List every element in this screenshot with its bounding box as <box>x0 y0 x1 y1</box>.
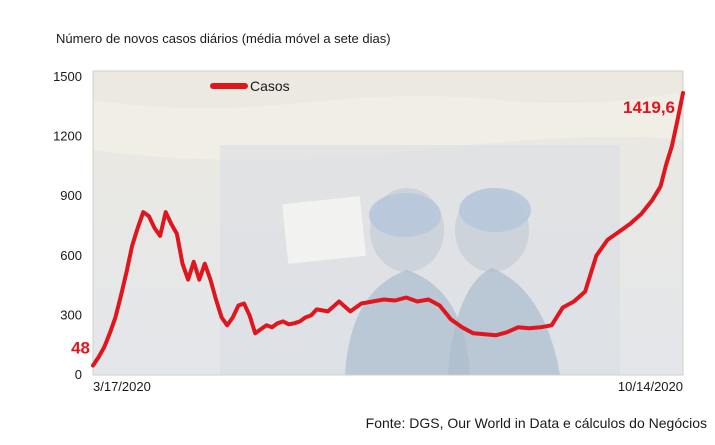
source-note: Fonte: DGS, Our World in Data e cálculos… <box>365 415 707 431</box>
data-label: 48 <box>71 338 90 357</box>
annotations: 48 1419,6 <box>71 98 675 357</box>
series-layer <box>91 91 685 368</box>
x-axis: 3/17/2020 10/14/2020 <box>93 379 683 394</box>
plot-frame <box>92 70 684 376</box>
x-tick-label: 10/14/2020 <box>618 379 683 394</box>
y-tick-label: 0 <box>75 367 82 382</box>
y-tick-label: 1500 <box>53 69 82 84</box>
legend: Casos <box>210 78 290 94</box>
x-tick-label: 3/17/2020 <box>93 379 151 394</box>
y-axis: 0 300 600 900 1200 1500 <box>53 69 82 382</box>
y-tick-label: 300 <box>60 307 82 322</box>
plot-border <box>92 70 684 376</box>
chart-title: Número de novos casos diários (média móv… <box>56 31 391 46</box>
legend-label: Casos <box>250 78 290 94</box>
series-line-casos <box>91 91 685 368</box>
y-tick-label: 1200 <box>53 129 82 144</box>
data-label: 1419,6 <box>623 98 675 117</box>
background-photo <box>93 71 683 375</box>
y-tick-label: 600 <box>60 248 82 263</box>
y-tick-label: 900 <box>60 188 82 203</box>
